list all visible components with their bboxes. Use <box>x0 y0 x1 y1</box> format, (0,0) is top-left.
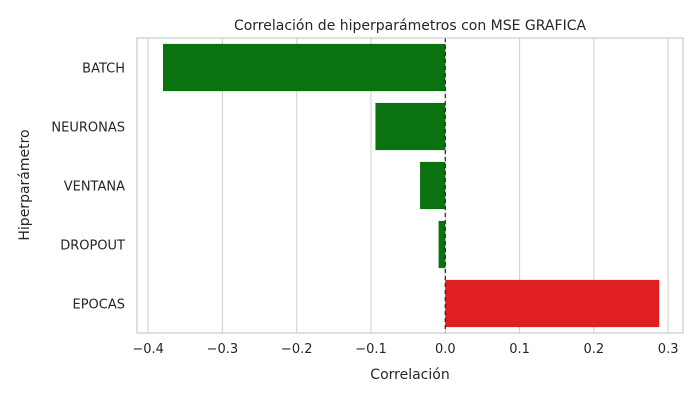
bar-neuronas <box>375 102 446 151</box>
y-tick-label: EPOCAS <box>72 298 125 313</box>
x-tick-label: −0.2 <box>281 342 313 357</box>
y-tick-label: VENTANA <box>64 180 125 195</box>
bar-dropout <box>438 220 446 269</box>
y-tick-labels: BATCH NEURONAS VENTANA DROPOUT EPOCAS <box>51 62 125 313</box>
bar-epocas <box>445 279 660 328</box>
x-tick-label: 0.1 <box>509 342 530 357</box>
x-tick-label: −0.4 <box>132 342 164 357</box>
x-tick-label: 0.3 <box>658 342 679 357</box>
y-tick-label: DROPOUT <box>60 239 125 254</box>
chart-title: Correlación de hiperparámetros con MSE G… <box>234 18 587 34</box>
y-tick-label: NEURONAS <box>51 121 125 136</box>
bars <box>163 43 660 328</box>
x-tick-label: 0.0 <box>435 342 456 357</box>
bar-batch <box>163 43 446 92</box>
axes-frame <box>136 37 684 334</box>
y-axis-label: Hiperparámetro <box>17 129 33 240</box>
x-tick-label: −0.3 <box>207 342 239 357</box>
x-tick-label: 0.2 <box>584 342 605 357</box>
x-tick-label: −0.1 <box>355 342 387 357</box>
x-tick-labels: −0.4 −0.3 −0.2 −0.1 0.0 0.1 0.2 0.3 <box>132 342 678 357</box>
x-axis-label: Correlación <box>370 367 449 383</box>
bar-ventana <box>420 161 446 210</box>
y-tick-label: BATCH <box>82 62 125 77</box>
